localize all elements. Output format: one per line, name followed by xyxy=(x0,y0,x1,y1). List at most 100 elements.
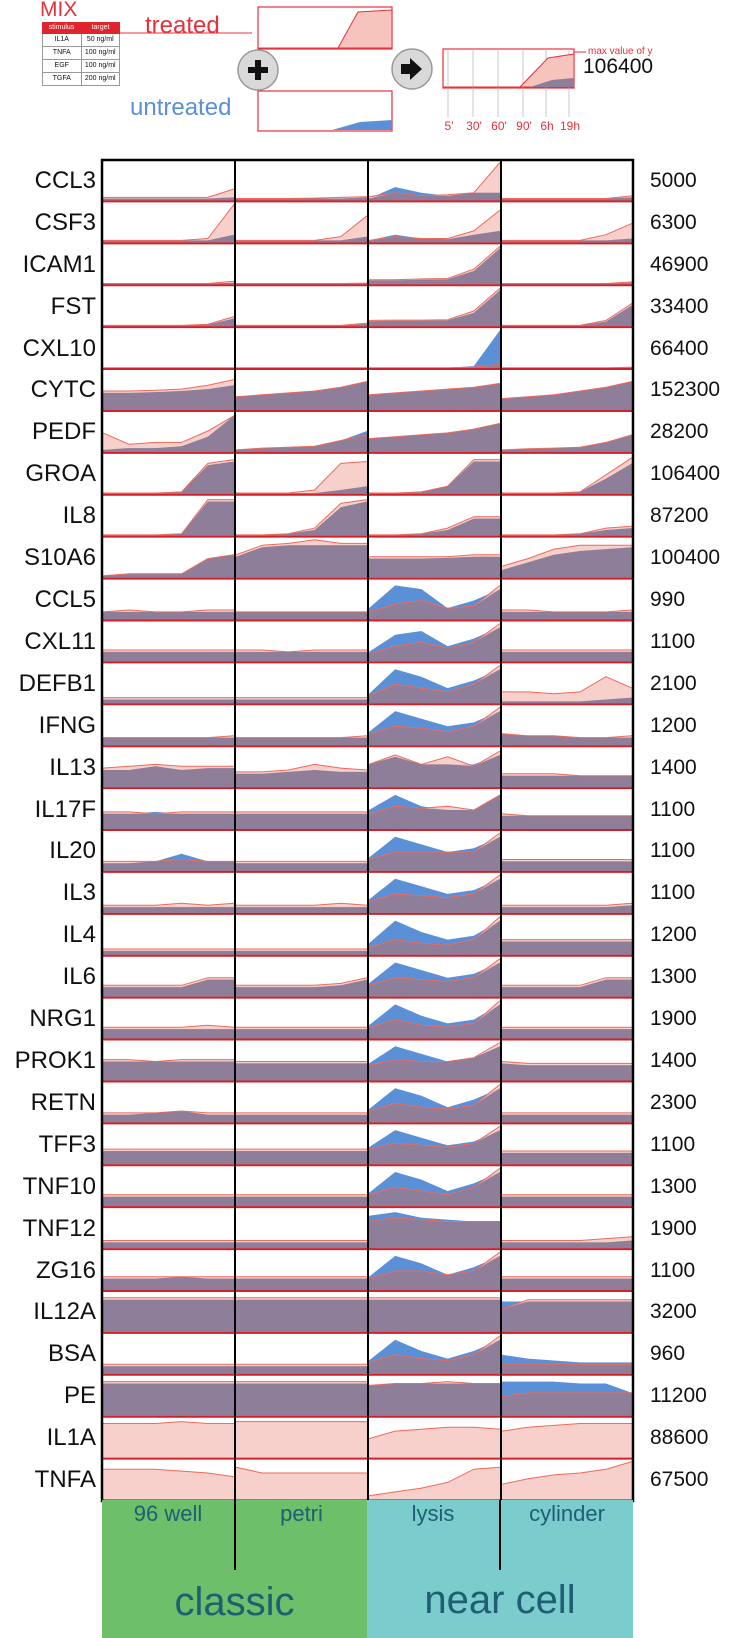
treated-area xyxy=(369,210,500,243)
panel-pedf-2 xyxy=(235,431,368,452)
overlap-area xyxy=(369,290,500,327)
overlap-area xyxy=(236,434,367,452)
treated-line xyxy=(236,763,368,773)
panel-il12a-4 xyxy=(501,1299,632,1332)
stimulus-table: stimulus target IL1A 50 ng/ml TNFA 100 ng/ml E… xyxy=(42,22,120,86)
treated-area xyxy=(103,204,234,243)
treated-line xyxy=(501,381,633,400)
row-max-fst: 33400 xyxy=(650,294,709,318)
overlap-area xyxy=(502,733,632,746)
panel-bsa-3 xyxy=(368,1335,501,1374)
treated-line xyxy=(502,302,633,326)
row-label-il17f: IL17F xyxy=(34,795,96,823)
treated-line xyxy=(236,977,368,986)
row-label-icam1: ICAM1 xyxy=(22,250,96,278)
overlap-area xyxy=(369,878,500,913)
overlap-area xyxy=(236,1196,367,1207)
overlap-area xyxy=(236,950,367,955)
group-label-classic: classic xyxy=(174,1580,295,1624)
overlap-area xyxy=(103,950,234,955)
panel-ifng-4 xyxy=(501,733,633,746)
row-label-il8: IL8 xyxy=(62,502,96,530)
row-label-s10a6: S10A6 xyxy=(23,544,96,572)
overlap-area xyxy=(369,1383,500,1416)
overlap-area xyxy=(103,1242,234,1249)
row-max-il17f: 1100 xyxy=(650,797,696,821)
panel-icam1-3 xyxy=(369,245,501,285)
overlap-area xyxy=(502,1240,632,1249)
row-max-il13: 1400 xyxy=(650,755,697,779)
panel-s10a6-3 xyxy=(369,554,500,578)
panel-defb1-1 xyxy=(103,697,234,704)
treated-line xyxy=(369,459,500,494)
overlap-area xyxy=(103,1366,234,1374)
treated-line xyxy=(501,1461,633,1485)
overlap-area xyxy=(369,461,500,494)
panel-fst-3 xyxy=(368,287,501,327)
panel-retn-4 xyxy=(502,1112,632,1123)
treated-area xyxy=(502,1461,632,1500)
panel-csf3-3 xyxy=(368,209,501,243)
treated-line xyxy=(368,1042,501,1066)
legend-area: MIX treated untreated max value of y 106… xyxy=(0,0,731,150)
treated-area xyxy=(236,1421,367,1458)
row-label-cxl11: CXL11 xyxy=(24,627,96,655)
overlap-area xyxy=(502,941,632,955)
treated-line xyxy=(368,664,501,697)
overlap-area xyxy=(236,907,367,913)
overlap-area xyxy=(103,813,234,829)
overlap-area xyxy=(369,754,500,788)
treated-line xyxy=(502,281,633,284)
treated-line xyxy=(235,434,368,451)
row-label-pe: PE xyxy=(63,1382,96,1410)
overlap-area xyxy=(502,1063,632,1081)
row-label-retn: RETN xyxy=(30,1088,96,1116)
panel-pe-4 xyxy=(501,1381,632,1416)
panel-prok1-1 xyxy=(103,1059,234,1081)
panel-icam1-4 xyxy=(502,281,633,285)
row-label-ccl5: CCL5 xyxy=(34,586,96,614)
panel-zg16-2 xyxy=(236,1276,367,1290)
panel-nrg1-4 xyxy=(502,1026,632,1039)
table-header-cell: stimulus xyxy=(48,24,75,31)
panel-il3-2 xyxy=(236,902,368,913)
panel-il1a-4 xyxy=(501,1423,632,1458)
row-label-il1a: IL1A xyxy=(46,1424,96,1452)
panel-cytc-4 xyxy=(501,381,633,410)
panel-pedf-4 xyxy=(501,434,633,452)
panel-tnf10-2 xyxy=(236,1194,367,1207)
panel-il6-1 xyxy=(103,977,234,997)
time-label: 5' xyxy=(444,119,454,133)
overlap-area xyxy=(236,1029,367,1039)
treated-line xyxy=(102,763,234,769)
panel-bsa-1 xyxy=(103,1363,234,1374)
treated-line xyxy=(501,434,633,451)
overlap-area xyxy=(236,1299,367,1332)
panel-il12a-1 xyxy=(103,1297,234,1332)
treated-line xyxy=(368,162,501,198)
row-label-il13: IL13 xyxy=(49,753,96,781)
treated-line xyxy=(502,609,633,613)
treated-line xyxy=(235,1466,367,1474)
row-label-zg16: ZG16 xyxy=(35,1256,96,1284)
panel-ccl5-4 xyxy=(502,609,633,620)
overlap-area xyxy=(103,385,234,410)
overlap-area xyxy=(502,1278,632,1290)
treated-line xyxy=(235,539,367,556)
panel-cxl11-1 xyxy=(103,649,234,662)
panel-il8-1 xyxy=(103,499,234,536)
panel-il20-2 xyxy=(236,860,367,871)
overlap-area xyxy=(502,1152,632,1165)
treated-line xyxy=(501,1299,632,1310)
treated-area xyxy=(236,215,367,243)
panel-fst-1 xyxy=(103,316,235,327)
panel-il17f-2 xyxy=(236,811,367,829)
overlap-area xyxy=(502,547,632,578)
panel-icam1-1 xyxy=(103,280,235,285)
row-max-pedf: 28200 xyxy=(650,420,709,444)
overlap-area xyxy=(103,699,234,704)
panel-il13-3 xyxy=(368,750,501,788)
untreated-area xyxy=(369,330,500,369)
panel-tnf12-2 xyxy=(236,1240,367,1249)
panel-prok1-3 xyxy=(368,1042,501,1081)
